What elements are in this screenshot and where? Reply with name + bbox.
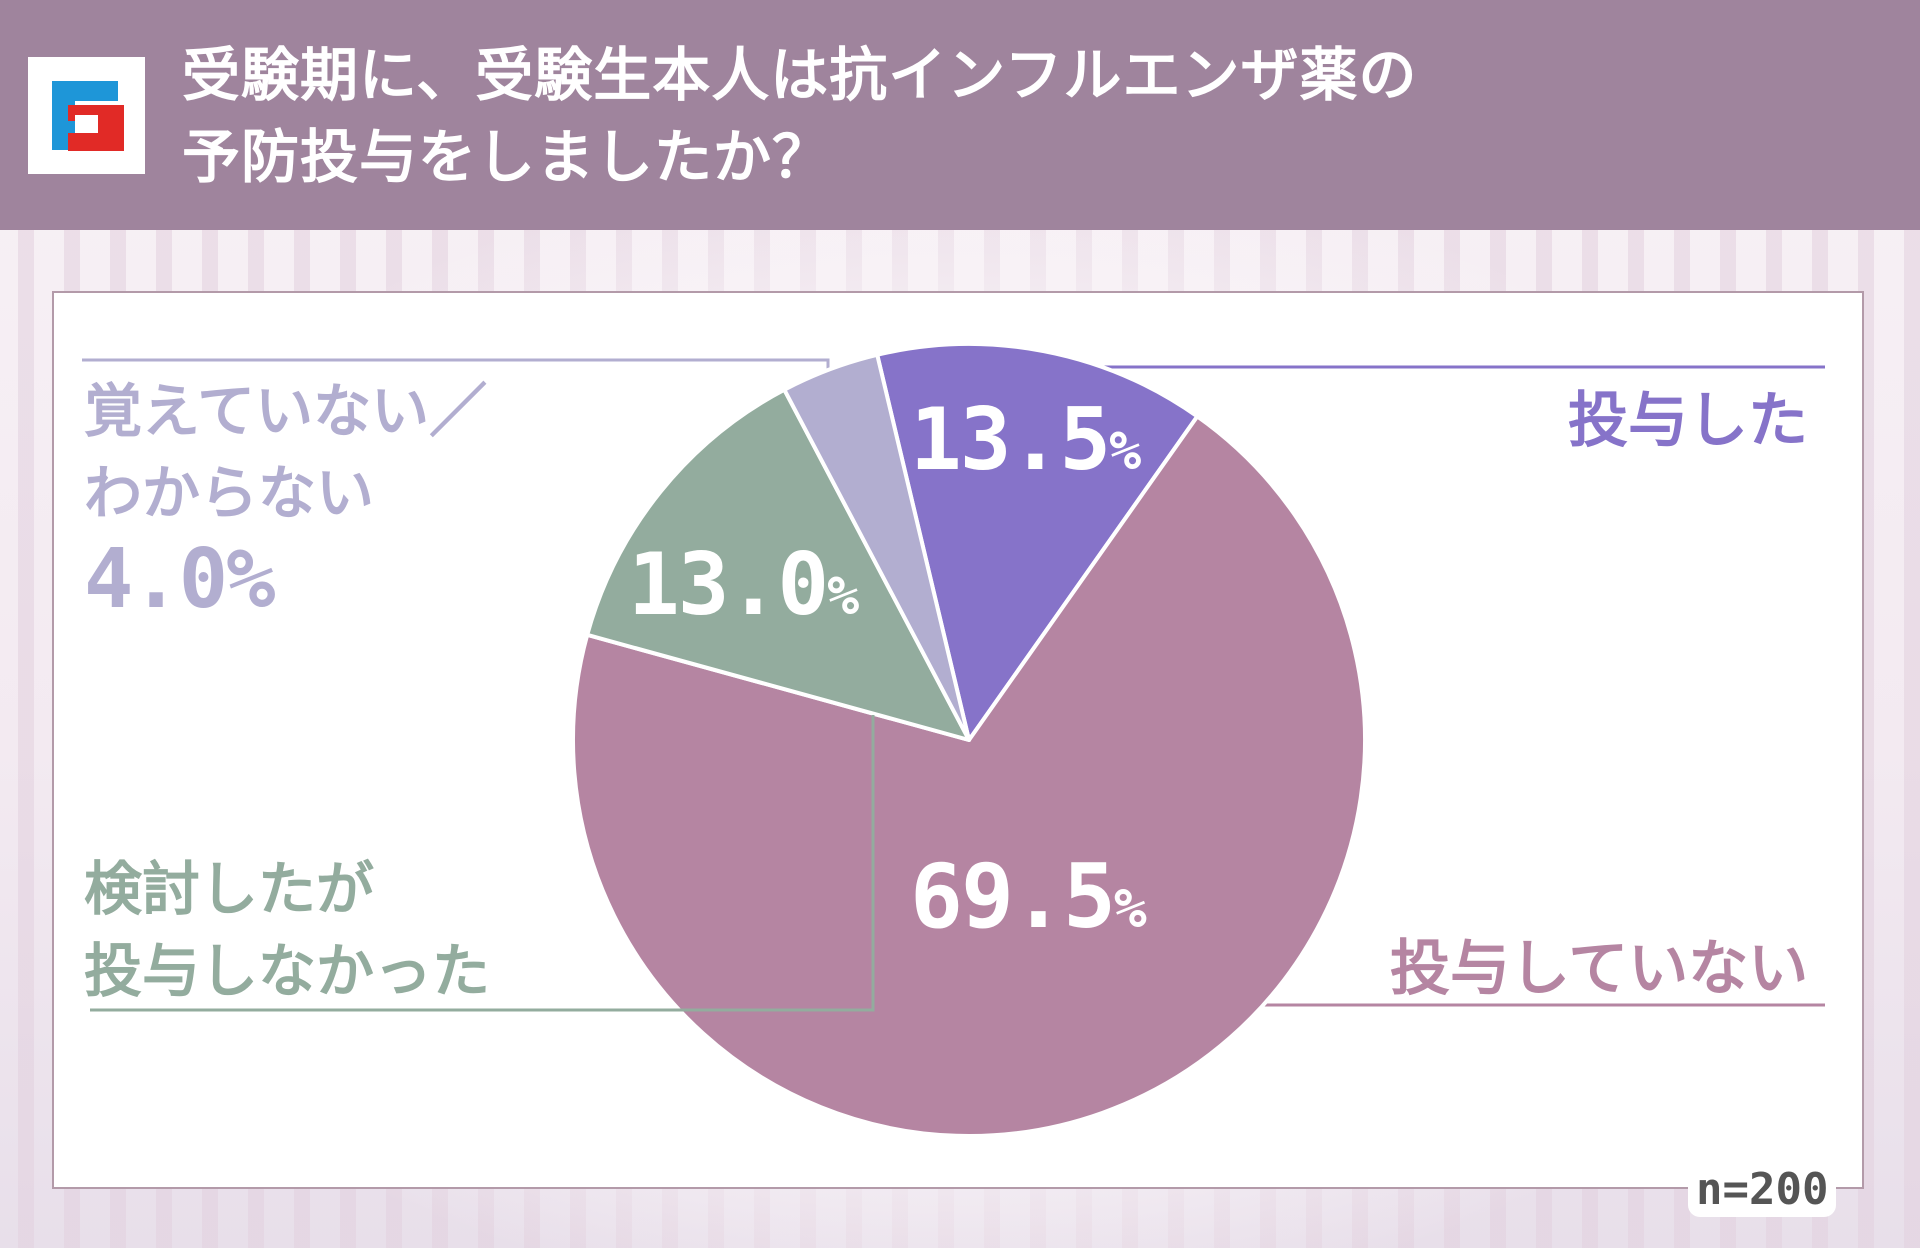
- label-dontknow-pct: 4.0%: [84, 532, 275, 627]
- label-considered-line2: 投与しなかった: [84, 937, 491, 1005]
- sample-size-label: n=200: [1688, 1163, 1837, 1217]
- label-dontknow-line1: 覚えていない／: [84, 377, 488, 445]
- pie-slice: [782, 352, 971, 742]
- label-administered: 投与した: [1568, 386, 1808, 456]
- pie-slice: [875, 342, 1200, 742]
- page-title: 受験期に、受験生本人は抗インフルエンザ薬の 予防投与をしましたか？: [182, 34, 1418, 198]
- pie-slice: [585, 387, 971, 742]
- pie-slice: [571, 414, 1367, 1138]
- pct-label-considered: 13.0%: [628, 535, 860, 635]
- header-banner: 受験期に、受験生本人は抗インフルエンザ薬の 予防投与をしましたか？: [0, 0, 1920, 230]
- pie-slices: [571, 342, 1367, 1138]
- label-dontknow-line2: わからない: [84, 459, 375, 527]
- label-considered: 検討したが 投与しなかった: [84, 848, 490, 1012]
- label-not-administered: 投与していない: [1390, 934, 1809, 1004]
- label-considered-line1: 検討したが: [84, 855, 375, 923]
- title-line-2: 予防投与をしましたか？: [182, 123, 832, 191]
- title-line-1: 受験期に、受験生本人は抗インフルエンザ薬の: [182, 41, 1418, 109]
- leader-line-considered: [90, 715, 875, 1012]
- pct-label-not-administered: 69.5%: [910, 845, 1147, 948]
- label-dontknow: 覚えていない／ わからない 4.0%: [84, 370, 487, 626]
- pct-label-administered: 13.5%: [910, 390, 1142, 490]
- fj-logo-icon: [28, 57, 145, 174]
